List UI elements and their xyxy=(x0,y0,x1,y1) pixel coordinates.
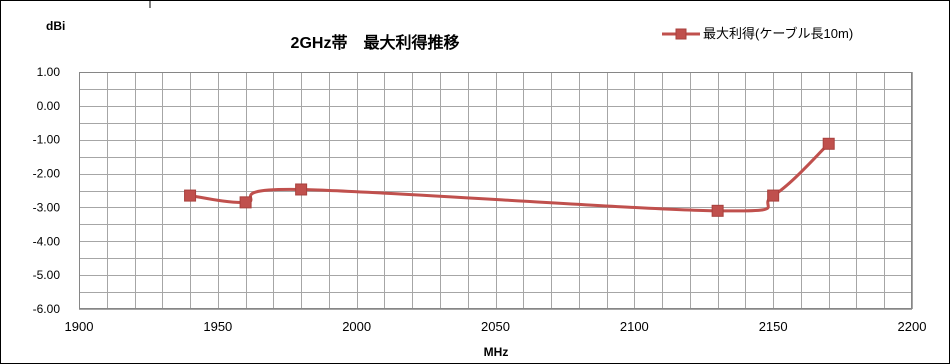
y-tick-label: -4.00 xyxy=(33,234,61,248)
data-point xyxy=(239,196,252,209)
data-point xyxy=(767,189,780,202)
x-tick-label: 2000 xyxy=(342,319,371,334)
grid xyxy=(79,72,913,310)
y-tick-label: -5.00 xyxy=(33,268,61,282)
x-tick-label: 2150 xyxy=(759,319,788,334)
plot-border xyxy=(79,72,912,309)
axes: 1.00 0.00 -1.00 -2.00 -3.00 -4.00 -5.00 -6.00 19… xyxy=(33,65,927,334)
data-point xyxy=(711,204,724,217)
x-tick-label: 1950 xyxy=(203,319,232,334)
y-tick-label: -3.00 xyxy=(33,200,61,214)
y-tick-label: 0.00 xyxy=(37,99,61,113)
legend-entry: 最大利得(ケーブル長10m) xyxy=(703,26,853,41)
y-tick-label: 1.00 xyxy=(37,65,61,79)
chart-title: 2GHz帯 最大利得推移 xyxy=(291,33,460,52)
legend-marker-square-icon xyxy=(675,28,687,40)
x-tick-label: 2200 xyxy=(898,319,927,334)
x-tick-label: 2100 xyxy=(620,319,649,334)
plot-area xyxy=(79,72,912,309)
y-axis-label: dBi xyxy=(46,19,65,33)
y-tick-label: -2.00 xyxy=(33,167,61,181)
data-point xyxy=(184,189,197,202)
legend: 最大利得(ケーブル長10m) xyxy=(662,26,853,41)
y-tick-label: -6.00 xyxy=(33,302,61,316)
series-layer xyxy=(184,137,835,217)
x-tick-label: 1900 xyxy=(65,319,94,334)
y-tick-label: -1.00 xyxy=(33,133,61,147)
data-point xyxy=(295,183,308,196)
x-tick-label: 2050 xyxy=(481,319,510,334)
x-axis-label: MHz xyxy=(484,345,509,359)
data-point xyxy=(822,137,835,150)
